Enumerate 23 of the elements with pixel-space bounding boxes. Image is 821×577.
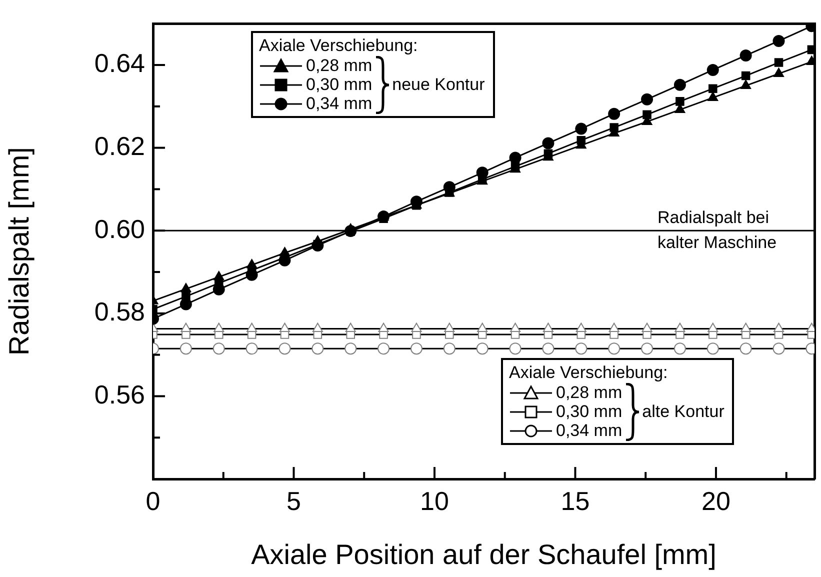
legend-label: 0,34 mm bbox=[556, 421, 622, 441]
x-tick-label: 20 bbox=[702, 486, 730, 516]
y-tick-label: 0.62 bbox=[94, 130, 145, 161]
y-tick-label: 0.64 bbox=[94, 48, 145, 78]
y-axis-title: Radialspalt [mm] bbox=[4, 147, 35, 356]
y-tick-label: 0.60 bbox=[94, 214, 145, 244]
x-tick-label: 15 bbox=[560, 486, 590, 516]
x-tick-label: 0 bbox=[146, 486, 160, 516]
ref-line-label: Radialspalt bei kalter Maschine bbox=[658, 208, 777, 252]
text: Axiale Verschiebung: bbox=[509, 363, 668, 382]
legend-title: Axiale Verschiebung: bbox=[259, 36, 419, 56]
annotation: alte Kontur bbox=[642, 402, 724, 422]
legend-label: 0,28 mm bbox=[306, 56, 372, 76]
legend-label: 0,30 mm bbox=[306, 75, 372, 95]
x-tick-label: 5 bbox=[286, 486, 301, 516]
legend-label: 0,28 mm bbox=[556, 383, 622, 403]
annotation: neue Kontur bbox=[392, 75, 485, 95]
x-axis-title: Axiale Position auf der Schaufel [mm] bbox=[251, 538, 716, 570]
x-tick-label: 10 bbox=[420, 486, 449, 516]
y-tick-label: 0.56 bbox=[94, 379, 145, 410]
y-tick-label: 0.58 bbox=[94, 296, 145, 327]
legend-label: 0,30 mm bbox=[556, 402, 622, 422]
legend-label: 0,34 mm bbox=[306, 94, 372, 114]
